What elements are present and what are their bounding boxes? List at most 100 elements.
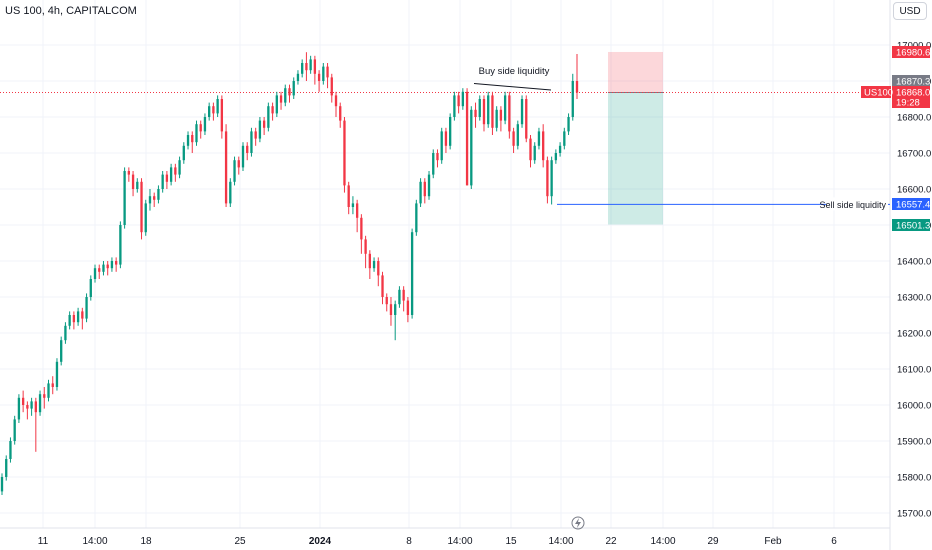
candle-body xyxy=(13,419,16,441)
candle-body xyxy=(322,66,325,81)
candle xyxy=(30,397,33,416)
candle xyxy=(165,171,169,189)
candle xyxy=(216,95,219,117)
x-tick-label: 6 xyxy=(831,536,837,547)
candle-body xyxy=(546,160,549,197)
candle xyxy=(465,88,469,186)
candle-body xyxy=(85,297,88,319)
candle-body xyxy=(208,106,211,117)
x-tick-label: Feb xyxy=(764,536,782,547)
candle-body xyxy=(432,153,435,175)
candle-body xyxy=(423,181,426,197)
candle xyxy=(427,171,431,200)
candle xyxy=(102,261,105,276)
candle-body xyxy=(229,181,232,204)
candle xyxy=(322,63,325,85)
candle xyxy=(13,415,16,445)
candle xyxy=(106,261,109,276)
take-profit-zone xyxy=(608,92,663,225)
candle xyxy=(394,300,397,341)
candle xyxy=(563,127,566,150)
candle xyxy=(267,102,270,132)
candle-body xyxy=(343,120,346,186)
candle-body xyxy=(529,138,532,161)
y-tick-label: 16600.0 xyxy=(897,185,931,196)
candle xyxy=(326,63,329,89)
candle-body xyxy=(326,66,329,78)
symbol-tag-bg xyxy=(861,86,891,98)
candle-body xyxy=(292,81,295,96)
candle xyxy=(64,322,67,344)
candle xyxy=(199,120,202,139)
candle xyxy=(410,228,414,319)
candle-body xyxy=(503,95,507,121)
candle xyxy=(21,390,25,413)
candle xyxy=(258,117,262,143)
candle xyxy=(296,70,300,85)
candle xyxy=(284,84,287,107)
candle xyxy=(444,127,448,153)
candle xyxy=(381,271,384,305)
x-tick-label: 14:00 xyxy=(82,536,107,547)
candle xyxy=(55,358,59,391)
candle xyxy=(0,473,4,495)
candle xyxy=(301,59,304,78)
candle xyxy=(279,91,283,110)
candle-body xyxy=(347,185,350,207)
candle-body xyxy=(51,383,54,387)
candle-body xyxy=(212,106,215,114)
candle xyxy=(246,142,249,161)
candle xyxy=(98,264,101,279)
candle xyxy=(478,95,481,121)
candle-body xyxy=(47,383,50,398)
candle-body xyxy=(246,145,249,153)
candle-body xyxy=(499,109,503,121)
candle-body xyxy=(368,253,371,269)
candle-body xyxy=(516,124,519,146)
candle-body xyxy=(161,174,164,189)
candle-body xyxy=(351,203,355,207)
candle xyxy=(360,214,363,254)
candle xyxy=(575,54,579,99)
candle xyxy=(334,91,338,117)
candle xyxy=(558,142,562,157)
candle xyxy=(351,196,355,215)
candle xyxy=(262,117,266,135)
candle-body xyxy=(258,120,262,139)
candle xyxy=(93,264,97,283)
candle-body xyxy=(520,99,524,125)
candle-body xyxy=(355,203,359,218)
price-axis-label: 16501.3 xyxy=(896,221,930,232)
price-axis-label-bg xyxy=(892,75,930,87)
candle xyxy=(457,91,460,114)
candle-body xyxy=(419,181,422,204)
candle-body xyxy=(542,131,545,161)
candle-body xyxy=(465,91,469,186)
candle-body xyxy=(43,394,46,398)
candle-body xyxy=(237,160,240,168)
candle xyxy=(119,221,122,269)
candle-body xyxy=(288,88,291,96)
candle-body xyxy=(389,304,393,315)
candle xyxy=(136,178,139,193)
candle-body xyxy=(34,401,37,413)
candle xyxy=(76,307,80,326)
stop-loss-zone xyxy=(608,51,663,93)
x-tick-label: 25 xyxy=(234,536,246,547)
candle-body xyxy=(334,95,338,107)
candle xyxy=(474,102,477,128)
candle-body xyxy=(178,160,181,175)
candle xyxy=(309,55,312,74)
currency-button[interactable]: USD xyxy=(893,2,927,20)
candle-body xyxy=(377,261,380,276)
candle-body xyxy=(563,131,566,146)
candle-body xyxy=(436,153,439,161)
candle xyxy=(9,437,12,463)
candle xyxy=(432,149,435,179)
candle xyxy=(436,149,439,168)
price-axis-label: 19:28 xyxy=(896,98,920,109)
candle-body xyxy=(127,171,131,175)
candle xyxy=(68,311,71,330)
candle-body xyxy=(114,261,118,265)
